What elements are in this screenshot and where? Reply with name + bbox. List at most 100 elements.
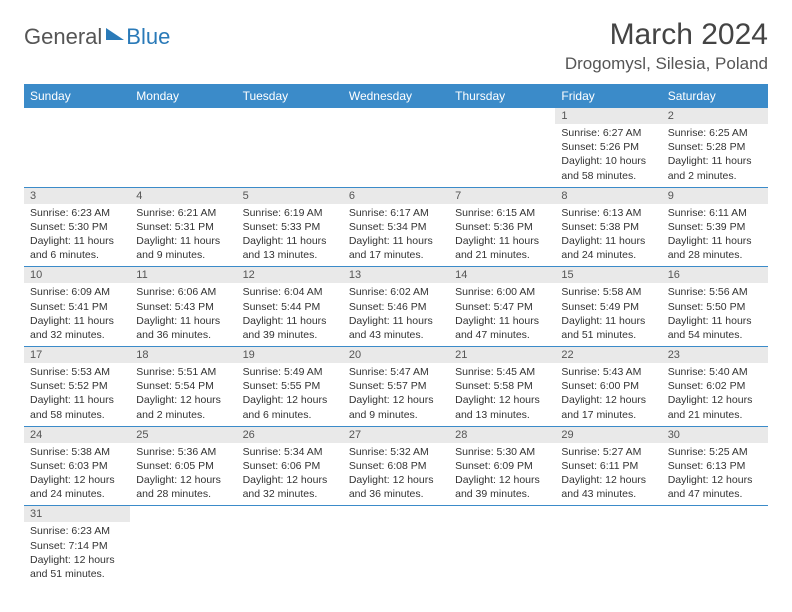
sunrise-line: Sunrise: 6:02 AM (349, 285, 443, 299)
sunset-line: Sunset: 5:47 PM (455, 300, 549, 314)
day-number: 6 (343, 188, 449, 204)
daylight-line: Daylight: 11 hours and 54 minutes. (668, 314, 762, 342)
day-details: Sunrise: 6:17 AMSunset: 5:34 PMDaylight:… (343, 204, 449, 267)
calendar-cell (130, 506, 236, 585)
weekday-header: Wednesday (343, 84, 449, 108)
daylight-line: Daylight: 12 hours and 36 minutes. (349, 473, 443, 501)
weekday-header: Tuesday (237, 84, 343, 108)
calendar-cell: 22Sunrise: 5:43 AMSunset: 6:00 PMDayligh… (555, 347, 661, 427)
calendar-cell: 28Sunrise: 5:30 AMSunset: 6:09 PMDayligh… (449, 426, 555, 506)
logo: General Blue (24, 18, 170, 50)
day-number: 24 (24, 427, 130, 443)
calendar-cell (343, 506, 449, 585)
day-details: Sunrise: 5:25 AMSunset: 6:13 PMDaylight:… (662, 443, 768, 506)
day-details: Sunrise: 5:49 AMSunset: 5:55 PMDaylight:… (237, 363, 343, 426)
calendar-cell: 24Sunrise: 5:38 AMSunset: 6:03 PMDayligh… (24, 426, 130, 506)
day-number: 29 (555, 427, 661, 443)
sunrise-line: Sunrise: 5:43 AM (561, 365, 655, 379)
day-number: 20 (343, 347, 449, 363)
weekday-header: Saturday (662, 84, 768, 108)
sunset-line: Sunset: 5:54 PM (136, 379, 230, 393)
sunrise-line: Sunrise: 5:38 AM (30, 445, 124, 459)
daylight-line: Daylight: 11 hours and 6 minutes. (30, 234, 124, 262)
day-details: Sunrise: 5:32 AMSunset: 6:08 PMDaylight:… (343, 443, 449, 506)
day-details: Sunrise: 5:45 AMSunset: 5:58 PMDaylight:… (449, 363, 555, 426)
daylight-line: Daylight: 12 hours and 47 minutes. (668, 473, 762, 501)
calendar-cell: 8Sunrise: 6:13 AMSunset: 5:38 PMDaylight… (555, 187, 661, 267)
calendar-head: SundayMondayTuesdayWednesdayThursdayFrid… (24, 84, 768, 108)
day-details: Sunrise: 6:06 AMSunset: 5:43 PMDaylight:… (130, 283, 236, 346)
day-details: Sunrise: 5:51 AMSunset: 5:54 PMDaylight:… (130, 363, 236, 426)
calendar-cell (237, 108, 343, 187)
sunset-line: Sunset: 5:55 PM (243, 379, 337, 393)
calendar-cell: 9Sunrise: 6:11 AMSunset: 5:39 PMDaylight… (662, 187, 768, 267)
day-number: 28 (449, 427, 555, 443)
day-details: Sunrise: 6:02 AMSunset: 5:46 PMDaylight:… (343, 283, 449, 346)
calendar-cell (130, 108, 236, 187)
sunrise-line: Sunrise: 6:00 AM (455, 285, 549, 299)
day-number: 8 (555, 188, 661, 204)
sunrise-line: Sunrise: 6:06 AM (136, 285, 230, 299)
sunrise-line: Sunrise: 6:04 AM (243, 285, 337, 299)
sunset-line: Sunset: 6:05 PM (136, 459, 230, 473)
day-number: 1 (555, 108, 661, 124)
sunrise-line: Sunrise: 6:17 AM (349, 206, 443, 220)
weekday-header: Sunday (24, 84, 130, 108)
day-number: 7 (449, 188, 555, 204)
sunrise-line: Sunrise: 5:32 AM (349, 445, 443, 459)
day-details: Sunrise: 6:27 AMSunset: 5:26 PMDaylight:… (555, 124, 661, 187)
sunrise-line: Sunrise: 5:34 AM (243, 445, 337, 459)
calendar-cell: 12Sunrise: 6:04 AMSunset: 5:44 PMDayligh… (237, 267, 343, 347)
calendar-cell: 29Sunrise: 5:27 AMSunset: 6:11 PMDayligh… (555, 426, 661, 506)
title-block: March 2024 Drogomysl, Silesia, Poland (565, 18, 768, 74)
sunset-line: Sunset: 6:08 PM (349, 459, 443, 473)
sunset-line: Sunset: 5:57 PM (349, 379, 443, 393)
sunset-line: Sunset: 5:36 PM (455, 220, 549, 234)
location: Drogomysl, Silesia, Poland (565, 54, 768, 74)
calendar-cell: 5Sunrise: 6:19 AMSunset: 5:33 PMDaylight… (237, 187, 343, 267)
calendar-cell: 7Sunrise: 6:15 AMSunset: 5:36 PMDaylight… (449, 187, 555, 267)
day-details: Sunrise: 5:27 AMSunset: 6:11 PMDaylight:… (555, 443, 661, 506)
daylight-line: Daylight: 11 hours and 13 minutes. (243, 234, 337, 262)
calendar-cell: 30Sunrise: 5:25 AMSunset: 6:13 PMDayligh… (662, 426, 768, 506)
day-details: Sunrise: 6:11 AMSunset: 5:39 PMDaylight:… (662, 204, 768, 267)
sunrise-line: Sunrise: 6:09 AM (30, 285, 124, 299)
day-number: 25 (130, 427, 236, 443)
weekday-header: Thursday (449, 84, 555, 108)
daylight-line: Daylight: 12 hours and 2 minutes. (136, 393, 230, 421)
sunset-line: Sunset: 6:02 PM (668, 379, 762, 393)
daylight-line: Daylight: 11 hours and 36 minutes. (136, 314, 230, 342)
day-number: 11 (130, 267, 236, 283)
day-details: Sunrise: 6:00 AMSunset: 5:47 PMDaylight:… (449, 283, 555, 346)
sunset-line: Sunset: 6:06 PM (243, 459, 337, 473)
sunset-line: Sunset: 5:33 PM (243, 220, 337, 234)
sunrise-line: Sunrise: 6:15 AM (455, 206, 549, 220)
daylight-line: Daylight: 12 hours and 28 minutes. (136, 473, 230, 501)
daylight-line: Daylight: 12 hours and 9 minutes. (349, 393, 443, 421)
day-details: Sunrise: 5:53 AMSunset: 5:52 PMDaylight:… (24, 363, 130, 426)
sunset-line: Sunset: 5:52 PM (30, 379, 124, 393)
logo-text-general: General (24, 24, 102, 50)
sunset-line: Sunset: 5:50 PM (668, 300, 762, 314)
calendar-cell: 31Sunrise: 6:23 AMSunset: 7:14 PMDayligh… (24, 506, 130, 585)
day-details: Sunrise: 5:30 AMSunset: 6:09 PMDaylight:… (449, 443, 555, 506)
day-number: 16 (662, 267, 768, 283)
sunrise-line: Sunrise: 6:13 AM (561, 206, 655, 220)
calendar-cell: 16Sunrise: 5:56 AMSunset: 5:50 PMDayligh… (662, 267, 768, 347)
header: General Blue March 2024 Drogomysl, Siles… (24, 18, 768, 74)
calendar-cell: 6Sunrise: 6:17 AMSunset: 5:34 PMDaylight… (343, 187, 449, 267)
day-details: Sunrise: 6:13 AMSunset: 5:38 PMDaylight:… (555, 204, 661, 267)
day-details: Sunrise: 5:38 AMSunset: 6:03 PMDaylight:… (24, 443, 130, 506)
sunset-line: Sunset: 5:46 PM (349, 300, 443, 314)
sunset-line: Sunset: 5:38 PM (561, 220, 655, 234)
day-number: 2 (662, 108, 768, 124)
day-details: Sunrise: 5:34 AMSunset: 6:06 PMDaylight:… (237, 443, 343, 506)
sunset-line: Sunset: 5:31 PM (136, 220, 230, 234)
daylight-line: Daylight: 11 hours and 51 minutes. (561, 314, 655, 342)
daylight-line: Daylight: 12 hours and 13 minutes. (455, 393, 549, 421)
daylight-line: Daylight: 12 hours and 51 minutes. (30, 553, 124, 581)
daylight-line: Daylight: 11 hours and 43 minutes. (349, 314, 443, 342)
calendar-cell: 25Sunrise: 5:36 AMSunset: 6:05 PMDayligh… (130, 426, 236, 506)
calendar-cell: 2Sunrise: 6:25 AMSunset: 5:28 PMDaylight… (662, 108, 768, 187)
day-details: Sunrise: 5:40 AMSunset: 6:02 PMDaylight:… (662, 363, 768, 426)
